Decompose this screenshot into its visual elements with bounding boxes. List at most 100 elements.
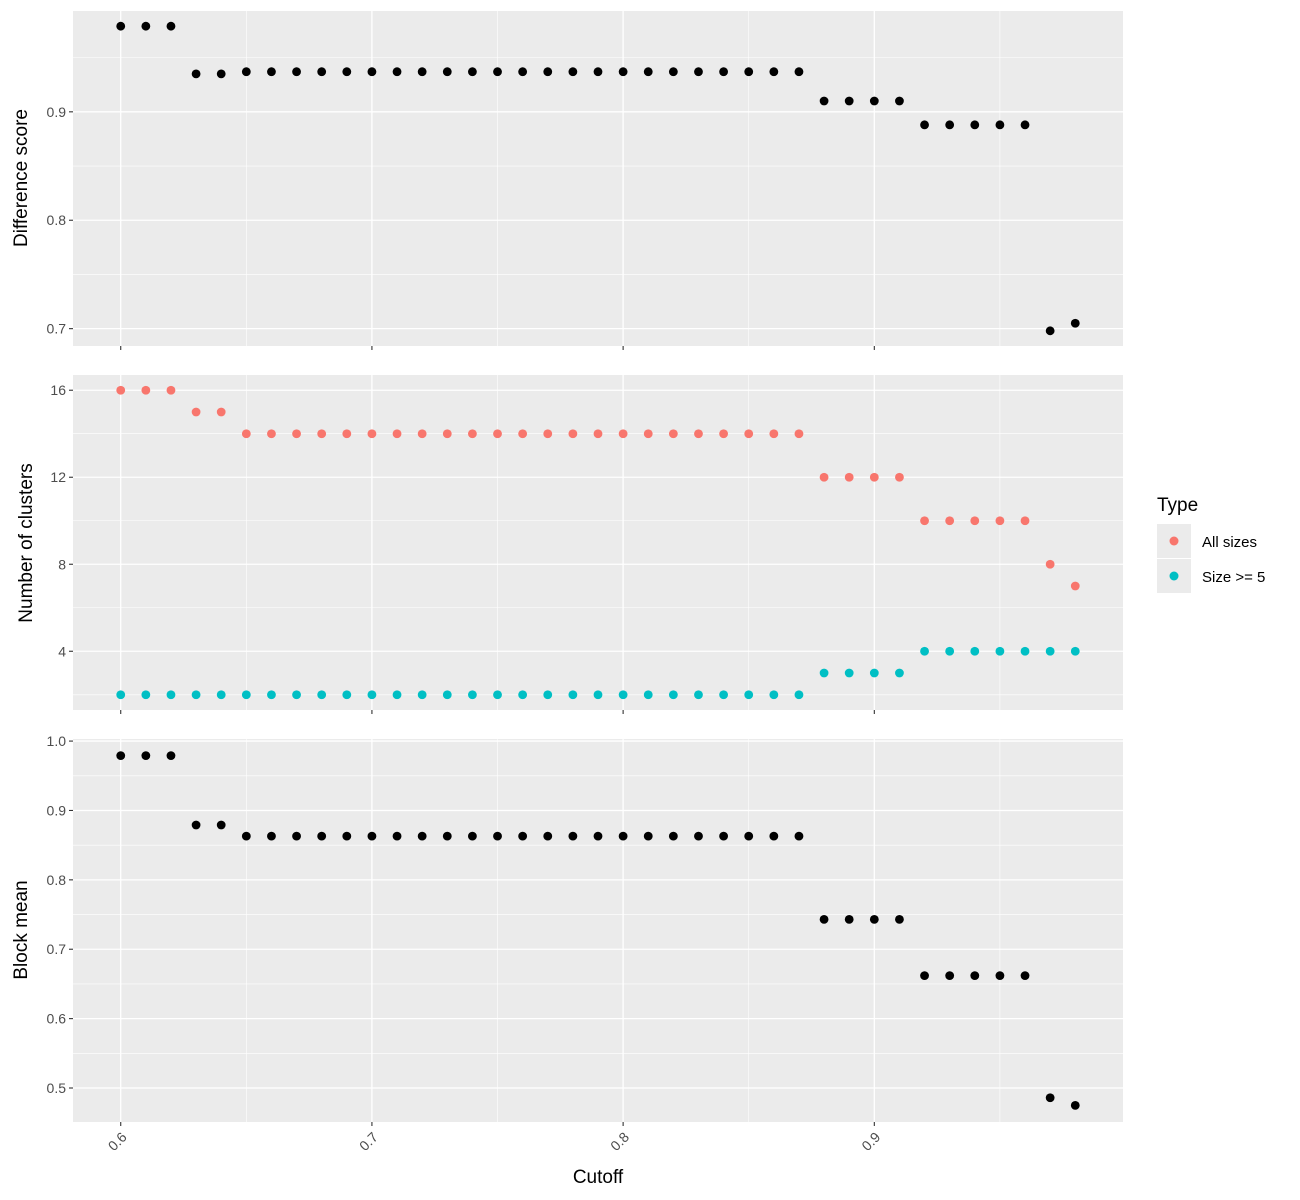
data-point [292, 831, 301, 841]
legend-marker-all-sizes [1169, 536, 1179, 546]
data-point [643, 429, 653, 439]
data-point [493, 690, 502, 700]
y-tick-label: 0.9 [47, 104, 67, 120]
data-point [945, 646, 955, 656]
data-point [920, 646, 929, 656]
x-tick-label: 0.8 [607, 1129, 632, 1154]
panel-background [73, 11, 1123, 346]
data-point [493, 429, 502, 439]
data-point [668, 831, 678, 841]
legend-title: Type [1157, 495, 1198, 516]
data-point [694, 831, 703, 841]
data-point [417, 831, 427, 841]
data-point [367, 67, 377, 77]
data-point [392, 831, 402, 841]
data-point [493, 831, 502, 841]
y-tick-label: 8 [58, 556, 66, 572]
data-point [141, 385, 151, 395]
data-point [844, 472, 854, 482]
data-point [719, 690, 728, 700]
y-tick-label: 1.0 [47, 733, 67, 749]
data-point [442, 831, 452, 841]
data-point [468, 831, 477, 841]
data-point [1045, 646, 1055, 656]
data-point [593, 67, 603, 77]
data-point [1070, 646, 1080, 656]
data-point [468, 429, 477, 439]
data-point [769, 67, 779, 77]
data-point [543, 831, 553, 841]
data-point [367, 690, 377, 700]
data-point [342, 429, 352, 439]
data-point [970, 646, 980, 656]
data-point [191, 69, 201, 79]
data-point [844, 96, 854, 106]
data-point [744, 831, 754, 841]
data-point [895, 668, 904, 678]
data-point [292, 690, 301, 700]
data-point [794, 831, 804, 841]
data-point [895, 96, 904, 106]
data-point [869, 914, 879, 924]
y-tick-label: 0.5 [47, 1080, 67, 1096]
data-point [970, 971, 980, 980]
y-axis-title-difference-score: Difference score [11, 109, 32, 247]
data-point [869, 96, 879, 106]
data-point [216, 407, 226, 417]
data-point [1020, 971, 1030, 980]
data-point [694, 67, 703, 77]
data-point [794, 67, 804, 77]
data-point [191, 407, 201, 417]
data-point [392, 690, 402, 700]
data-point [543, 429, 553, 439]
y-tick-label: 4 [58, 643, 66, 659]
data-point [618, 429, 628, 439]
data-point [744, 690, 754, 700]
data-point [995, 516, 1005, 526]
data-point [543, 67, 553, 77]
legend: Type All sizes Size >= 5 [1157, 495, 1265, 593]
data-point [241, 429, 251, 439]
data-point [719, 67, 728, 77]
data-point [166, 690, 176, 700]
data-point [819, 914, 829, 924]
data-point [643, 67, 653, 77]
data-point [267, 690, 276, 700]
data-point [643, 690, 653, 700]
data-point [869, 668, 879, 678]
panel-background [73, 375, 1123, 710]
data-point [1070, 1100, 1080, 1110]
data-point [819, 472, 829, 482]
data-point [794, 429, 804, 439]
y-tick-label: 0.9 [47, 802, 67, 818]
data-point [618, 831, 628, 841]
data-point [593, 690, 603, 700]
y-tick-label: 12 [50, 469, 66, 485]
data-point [970, 120, 980, 130]
data-point [920, 516, 929, 526]
data-point [267, 429, 276, 439]
legend-marker-size-5 [1169, 571, 1179, 581]
data-point [292, 429, 301, 439]
series-difference-score-0 [116, 21, 1080, 336]
data-point [1045, 326, 1055, 336]
data-point [995, 646, 1005, 656]
data-point [618, 690, 628, 700]
data-point [618, 67, 628, 77]
data-point [869, 472, 879, 482]
data-point [1070, 581, 1080, 591]
data-point [392, 429, 402, 439]
data-point [166, 21, 176, 31]
y-tick-label: 0.7 [47, 941, 67, 957]
data-point [216, 69, 226, 79]
data-point [895, 472, 904, 482]
data-point [292, 67, 301, 77]
panel-block-mean: 0.5 0.6 0.7 0.8 0.9 1.0 0.6 0.7 0.8 0.9 Block mean [11, 733, 1123, 1154]
data-point [191, 690, 201, 700]
panel-number-of-clusters: 4 8 12 16 Number of clusters [16, 375, 1123, 714]
data-point [719, 831, 728, 841]
y-axis-title-block-mean: Block mean [11, 880, 32, 979]
data-point [668, 67, 678, 77]
data-point [417, 690, 427, 700]
